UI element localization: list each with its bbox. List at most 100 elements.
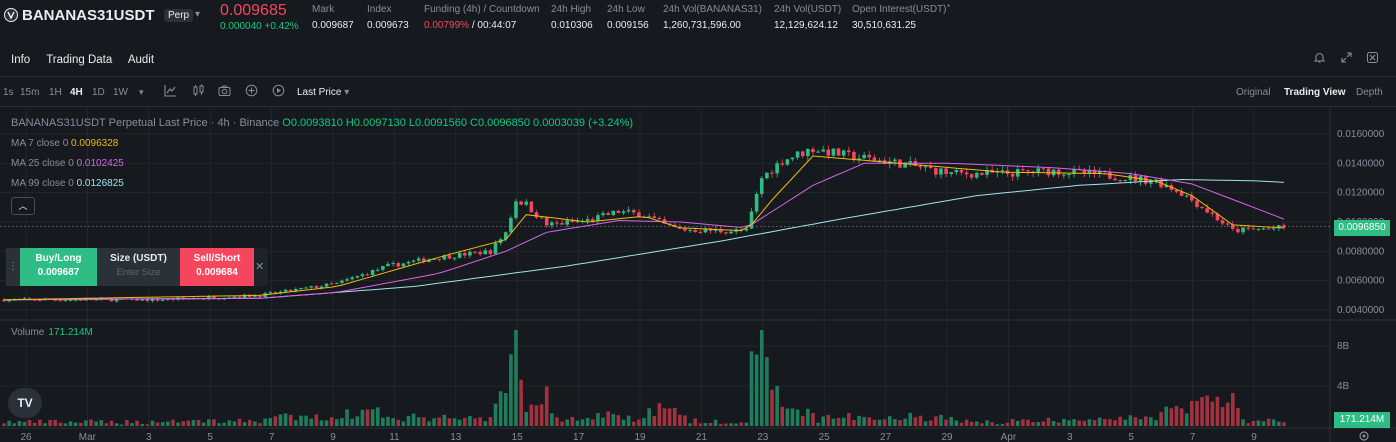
candle-body [765, 172, 769, 179]
candle-body [1236, 228, 1240, 233]
volume-bar [560, 421, 564, 426]
candle-body [452, 257, 457, 259]
candle-body [539, 217, 544, 219]
candle-body [53, 299, 57, 301]
close-icon[interactable] [1366, 51, 1379, 67]
candle-body [422, 258, 426, 262]
volume-bar [498, 391, 503, 426]
candle-body [836, 148, 841, 156]
volume-bar [1266, 418, 1271, 426]
expand-icon[interactable] [1340, 51, 1353, 67]
indicators-icon[interactable] [164, 84, 177, 100]
size-input[interactable]: Size (USDT) Enter Size [97, 248, 180, 286]
volume-bar [1113, 420, 1117, 426]
interval-1d[interactable]: 1D [92, 87, 105, 98]
candle-body [1046, 168, 1051, 176]
price-type-select[interactable]: Last Price ▾ [297, 87, 350, 98]
volume-bar [104, 423, 109, 426]
candle-body [1026, 170, 1030, 172]
view-trading-view[interactable]: Trading View [1284, 87, 1346, 98]
volume-bar [457, 419, 462, 426]
drag-handle-icon[interactable]: ⋮ [6, 248, 20, 286]
replay-icon[interactable] [272, 84, 285, 100]
candle-body [893, 159, 897, 162]
candle-body [411, 260, 416, 262]
plus-circle-icon[interactable] [245, 84, 258, 100]
volume-bar [299, 415, 303, 426]
candle-body [744, 228, 749, 231]
volume-bar [611, 414, 616, 426]
volume-bar [370, 409, 375, 426]
stat-value-mark: 0.009687 [312, 20, 354, 31]
candles-icon[interactable] [192, 84, 205, 100]
volume-bar [585, 417, 590, 426]
volume-bar [1225, 402, 1230, 426]
volume-bar [171, 419, 175, 426]
volume-bar [114, 423, 119, 426]
interval-1w[interactable]: 1W [113, 87, 128, 98]
volume-bar [422, 417, 426, 426]
volume-bar [1210, 401, 1215, 426]
tab-trading-data[interactable]: Trading Data [46, 54, 113, 66]
candle-body [811, 149, 815, 153]
price-change: 0.000040 +0.42% [220, 21, 299, 32]
sell-short-button[interactable]: Sell/Short 0.009684 [180, 248, 254, 286]
view-original[interactable]: Original [1236, 87, 1271, 98]
volume-bar [770, 389, 774, 426]
time-tick-label: 7 [1190, 432, 1196, 442]
candle-body [596, 215, 600, 221]
volume-bar [401, 421, 406, 426]
candle-body [934, 167, 938, 175]
view-depth[interactable]: Depth [1356, 87, 1383, 98]
interval-4h[interactable]: 4H [70, 87, 83, 98]
volume-bar [222, 422, 226, 426]
candle-body [550, 222, 554, 226]
buy-long-button[interactable]: Buy/Long 0.009687 [20, 248, 97, 286]
volume-bar [488, 417, 493, 426]
candle-body [703, 228, 708, 233]
volume-bar [32, 422, 37, 426]
symbol-name[interactable]: BANANAS31USDT [22, 7, 155, 24]
candle-body [406, 261, 411, 264]
interval-1h[interactable]: 1H [49, 87, 62, 98]
interval-15m[interactable]: 15m [20, 87, 40, 98]
tab-audit[interactable]: Audit [127, 54, 155, 66]
volume-bar [1251, 421, 1256, 426]
candle-body [626, 210, 631, 212]
candle-body [375, 269, 380, 271]
time-tick-label: 3 [146, 432, 152, 442]
candle-body [79, 299, 83, 301]
volume-bar [329, 417, 334, 426]
volume-bar [780, 406, 785, 426]
volume-bar [288, 414, 293, 426]
volume-bar [980, 423, 984, 426]
star-icon[interactable]: * [947, 3, 951, 12]
chevron-down-icon[interactable]: ▾ [195, 9, 201, 20]
candle-body [923, 166, 928, 168]
time-tick-label: 26 [20, 432, 32, 442]
volume-bar [550, 413, 554, 426]
candle-body [698, 231, 703, 233]
candle-body [427, 259, 431, 262]
candle-body [478, 252, 482, 255]
interval-1s[interactable]: 1s [3, 87, 14, 98]
camera-icon[interactable] [218, 84, 231, 100]
volume-bar [954, 420, 959, 426]
bell-icon[interactable] [1313, 51, 1326, 67]
volume-bar [191, 420, 196, 426]
tab-info[interactable]: Info [11, 54, 31, 66]
candle-body [831, 148, 836, 156]
volume-bar [1031, 422, 1035, 426]
chevron-down-icon[interactable]: ▾ [139, 87, 144, 97]
candle-body [1000, 170, 1005, 172]
tradingview-logo[interactable]: TV [8, 388, 42, 418]
collapse-legend-button[interactable]: ︿ [11, 197, 35, 215]
candle-body [601, 213, 605, 216]
close-icon[interactable]: ✕ [255, 261, 265, 273]
volume-bar [22, 421, 27, 426]
volume-bar [53, 419, 57, 426]
volume-bar [678, 414, 682, 426]
candle-body [345, 279, 349, 281]
stat-label-24h-low: 24h Low [607, 4, 645, 15]
volume-bar [580, 419, 585, 426]
